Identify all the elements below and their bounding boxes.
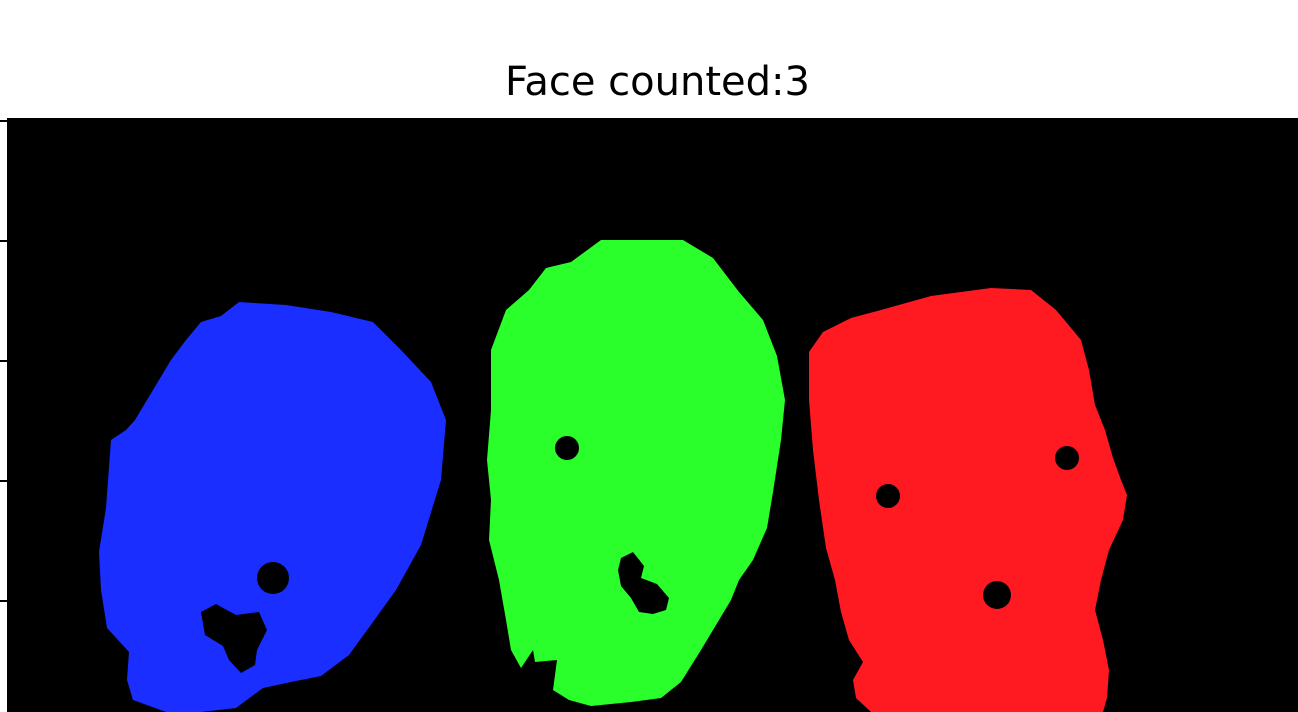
y-tick — [0, 600, 7, 602]
face-blob-right — [809, 288, 1127, 712]
face-hole — [876, 484, 900, 508]
face-hole — [201, 604, 267, 673]
face-hole — [257, 562, 289, 594]
face-blob-left — [99, 302, 446, 712]
y-tick — [0, 480, 7, 482]
image-axes — [7, 118, 1298, 712]
y-tick — [0, 120, 7, 122]
face-blob-middle — [487, 240, 785, 706]
face-hole — [1055, 446, 1079, 470]
face-hole — [983, 581, 1011, 609]
face-hole — [618, 552, 669, 614]
y-tick — [0, 240, 7, 242]
y-tick — [0, 360, 7, 362]
figure-title: Face counted:3 — [505, 59, 810, 105]
face-hole — [555, 436, 579, 460]
segmentation-image — [99, 240, 1127, 712]
